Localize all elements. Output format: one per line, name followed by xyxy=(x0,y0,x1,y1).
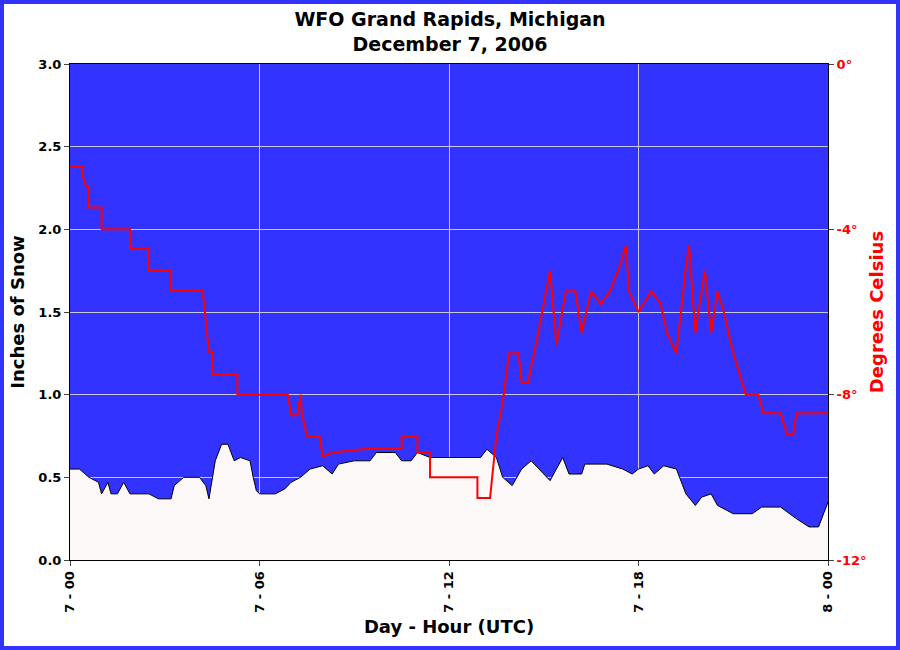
svg-text:0.0: 0.0 xyxy=(38,553,61,568)
svg-text:1.5: 1.5 xyxy=(38,305,61,320)
svg-text:Day - Hour (UTC): Day - Hour (UTC) xyxy=(364,616,534,637)
svg-text:7 - 00: 7 - 00 xyxy=(62,571,77,613)
svg-text:-12°: -12° xyxy=(837,553,867,568)
svg-text:-4°: -4° xyxy=(837,222,858,237)
svg-text:0°: 0° xyxy=(837,57,853,72)
svg-text:WFO Grand Rapids, MichiganDece: WFO Grand Rapids, MichiganDecember 7, 20… xyxy=(294,8,605,55)
svg-text:1.0: 1.0 xyxy=(38,387,61,402)
svg-text:7 - 12: 7 - 12 xyxy=(441,571,456,613)
svg-text:Degrees Celsius: Degrees Celsius xyxy=(866,231,887,393)
svg-text:-8°: -8° xyxy=(837,387,858,402)
svg-text:8 - 00: 8 - 00 xyxy=(820,571,835,613)
svg-text:3.0: 3.0 xyxy=(38,57,61,72)
svg-text:0.5: 0.5 xyxy=(38,470,61,485)
svg-text:2.0: 2.0 xyxy=(38,222,61,237)
svg-text:7 - 06: 7 - 06 xyxy=(252,571,267,613)
svg-text:Inches of Snow: Inches of Snow xyxy=(7,235,28,388)
svg-text:7 - 18: 7 - 18 xyxy=(631,571,646,613)
svg-text:2.5: 2.5 xyxy=(38,139,61,154)
